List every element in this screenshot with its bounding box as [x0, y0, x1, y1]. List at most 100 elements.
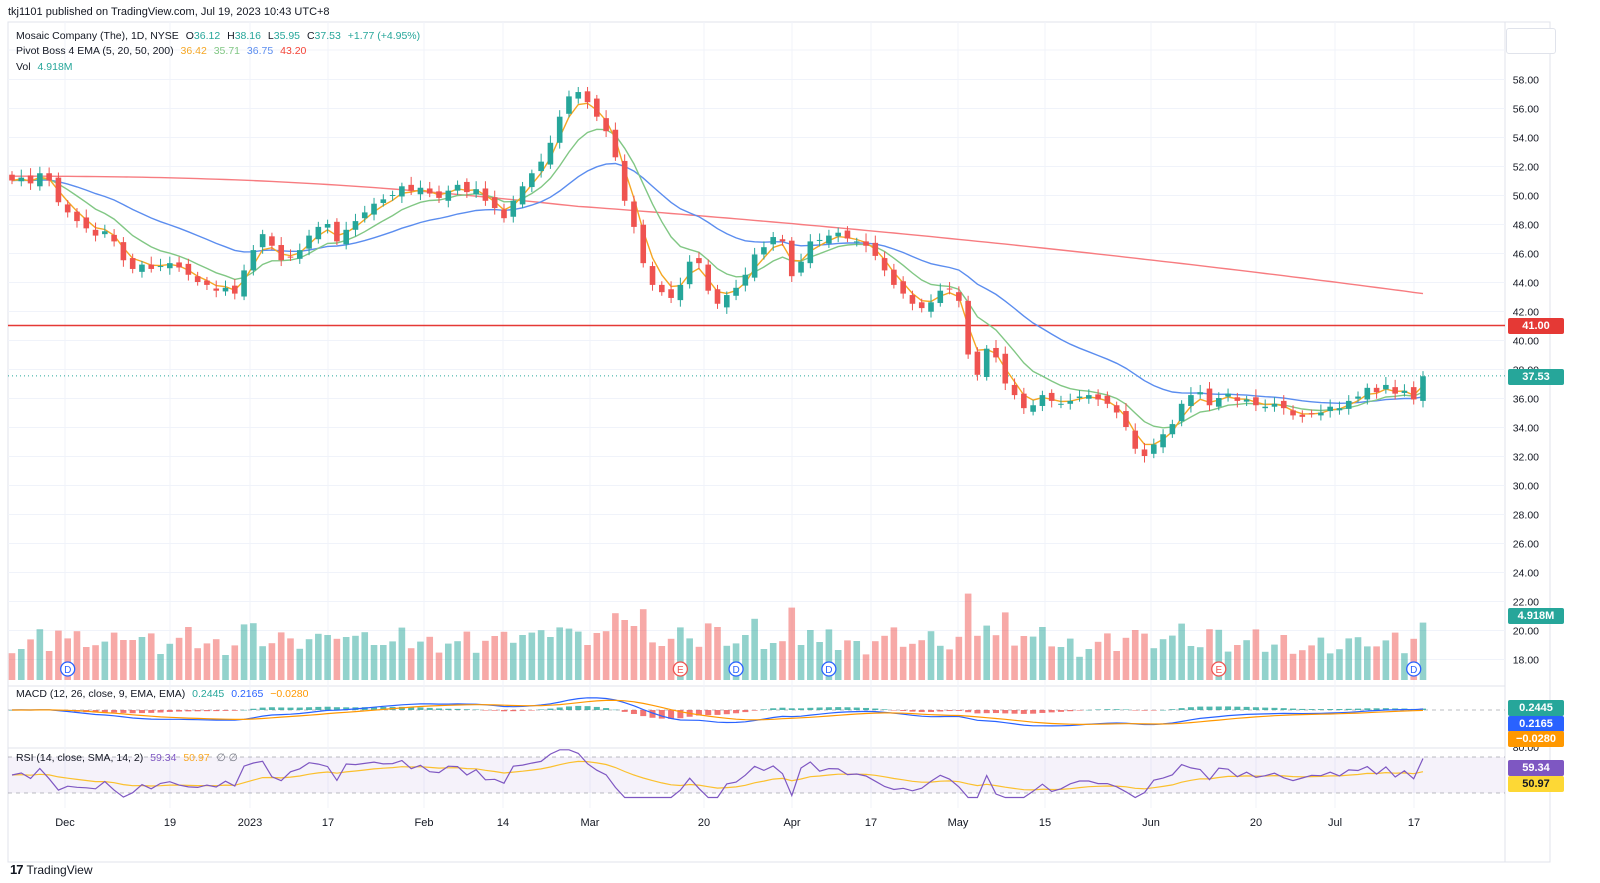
tradingview-logo-icon: 17: [10, 862, 24, 877]
volume-bar: [1196, 647, 1204, 680]
volume-bar: [370, 645, 378, 680]
volume-bar: [1401, 653, 1408, 680]
volume-bar: [435, 652, 443, 680]
candle-body: [491, 197, 498, 209]
macd-histogram-bar: [528, 710, 535, 711]
volume-bar: [380, 645, 387, 680]
volume-bar: [120, 640, 127, 680]
volume-bar: [1066, 638, 1074, 680]
macd-histogram-bar: [1132, 710, 1139, 711]
volume-bar: [1224, 651, 1232, 680]
open-label: O: [185, 30, 194, 42]
candle-body: [983, 348, 990, 377]
candle-body: [603, 118, 609, 132]
candle-body: [1188, 395, 1194, 406]
macd-histogram-bar: [287, 707, 294, 710]
volume-bar: [194, 648, 201, 680]
volume-bar: [974, 635, 981, 680]
macd-histogram-bar: [380, 706, 387, 710]
candle-body: [640, 224, 647, 264]
macd-histogram-bar: [1039, 710, 1046, 713]
volume-bar: [714, 627, 721, 680]
candle-body: [621, 160, 628, 201]
macd-name: MACD (12, 26, close, 9, EMA, EMA): [16, 688, 186, 700]
candle-body: [83, 217, 90, 229]
macd-histogram-bar: [1317, 709, 1324, 710]
volume-bar: [8, 653, 16, 680]
volume-bar: [185, 627, 192, 680]
candle-body: [102, 231, 108, 235]
macd-histogram-bar: [918, 710, 925, 713]
ema200-value: 43.20: [280, 45, 307, 57]
candle-body: [937, 290, 944, 304]
tradingview-footer[interactable]: 17 TradingView: [10, 862, 93, 877]
volume-bar: [454, 641, 461, 680]
volume-bar: [259, 646, 266, 680]
volume-bar: [890, 627, 898, 680]
macd-histogram-bar: [714, 710, 721, 715]
price-axis-label: 28.00: [1513, 510, 1539, 522]
volume-bar: [955, 636, 963, 680]
candle-body: [185, 263, 192, 275]
volume-bar: [175, 637, 183, 680]
candle-body: [659, 284, 665, 293]
volume-bar: [769, 643, 777, 680]
macd-histogram-bar: [1308, 709, 1315, 710]
macd-legend[interactable]: MACD (12, 26, close, 9, EMA, EMA) 0.2445…: [16, 688, 312, 700]
open-value: 36.12: [193, 30, 221, 42]
macd-histogram-bar: [185, 710, 192, 712]
macd-histogram-bar: [371, 707, 378, 710]
candle-body: [872, 242, 879, 256]
volume-bar: [101, 641, 109, 680]
candle-body: [371, 203, 377, 215]
close-value: 37.53: [314, 30, 341, 42]
macd-histogram-bar: [556, 707, 563, 710]
macd-histogram-bar: [658, 710, 665, 719]
candle-body: [417, 187, 424, 195]
price-axis-label: 40.00: [1513, 336, 1539, 348]
macd-histogram-bar: [909, 710, 916, 712]
ema50-value: 36.75: [246, 45, 274, 57]
price-axis-label: 34.00: [1513, 423, 1539, 435]
candle-body: [1345, 400, 1352, 409]
volume-tag: 4.918M: [1508, 608, 1564, 624]
volume-bar: [528, 632, 536, 680]
rsi-legend[interactable]: RSI (14, close, SMA, 14, 2) 59.34 50.97 …: [16, 752, 242, 764]
vol-legend[interactable]: Vol 4.918M: [16, 61, 77, 73]
macd-histogram-bar: [138, 710, 145, 714]
candle-body: [222, 287, 229, 292]
ema5-value: 36.42: [180, 45, 207, 57]
volume-bar: [751, 618, 758, 680]
candle-body: [1234, 397, 1241, 401]
candle-body: [287, 256, 294, 258]
macd-histogram-bar: [890, 710, 897, 711]
candle-body: [176, 262, 182, 268]
price-axis-label: 22.00: [1513, 597, 1539, 609]
macd-histogram-bar: [343, 707, 350, 710]
volume-bar: [166, 643, 174, 680]
volume-bar: [1243, 640, 1250, 680]
ema-legend[interactable]: Pivot Boss 4 EMA (5, 20, 50, 200) 36.42 …: [16, 45, 310, 57]
volume-bar: [556, 627, 563, 680]
price-axis-label: 42.00: [1513, 307, 1539, 319]
volume-bar: [1289, 653, 1297, 680]
candle-body: [1150, 444, 1157, 454]
macd-histogram-bar: [1336, 709, 1343, 710]
macd-histogram-bar: [101, 710, 108, 713]
macd-histogram-bar: [825, 707, 832, 710]
macd-histogram-bar: [324, 706, 331, 710]
candle-body: [686, 261, 693, 285]
macd-histogram-bar: [621, 710, 628, 712]
macd-histogram-bar: [231, 710, 238, 711]
volume-bar: [1317, 637, 1325, 680]
candle-body: [296, 250, 303, 259]
last-price-tag: 37.53: [1508, 369, 1564, 385]
candle-body: [974, 351, 981, 375]
symbol-legend[interactable]: Mosaic Company (The), 1D, NYSE O36.12 H3…: [16, 30, 424, 42]
volume-bar: [1076, 656, 1083, 680]
macd-histogram-bar: [1327, 709, 1334, 710]
time-axis-label: 2023: [238, 817, 262, 829]
scale-settings-button[interactable]: [1506, 28, 1556, 54]
rsi-value: 59.34: [150, 752, 177, 764]
